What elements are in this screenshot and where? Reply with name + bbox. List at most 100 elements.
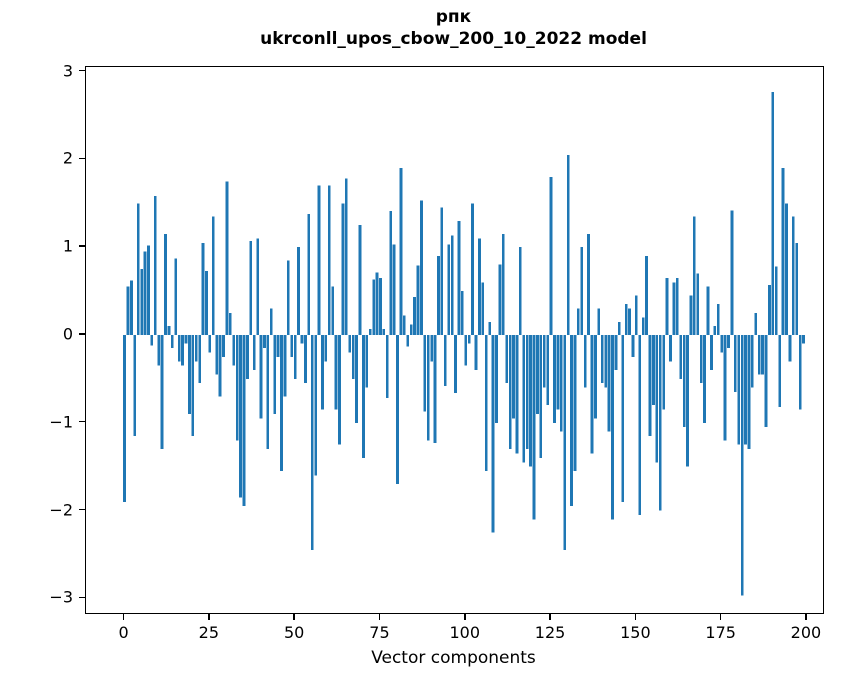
x-tick-mark bbox=[719, 613, 722, 620]
bar bbox=[331, 286, 335, 335]
bar bbox=[430, 334, 433, 362]
bar bbox=[583, 334, 587, 388]
bar bbox=[652, 334, 655, 406]
bar bbox=[355, 334, 358, 423]
bar bbox=[211, 216, 215, 335]
bar bbox=[733, 334, 737, 393]
bar bbox=[607, 334, 611, 432]
bar bbox=[604, 334, 608, 388]
bar bbox=[437, 255, 440, 335]
bar bbox=[266, 334, 270, 450]
x-tick-label: 50 bbox=[283, 623, 305, 642]
bar bbox=[546, 334, 550, 406]
bar bbox=[413, 297, 416, 335]
bar bbox=[761, 334, 764, 375]
bar bbox=[693, 216, 696, 335]
bar bbox=[317, 185, 321, 335]
bar bbox=[710, 334, 713, 371]
bar bbox=[409, 324, 413, 335]
bar bbox=[662, 334, 666, 410]
bar bbox=[570, 334, 573, 507]
bar bbox=[611, 334, 614, 520]
bar bbox=[126, 286, 130, 335]
bar bbox=[300, 334, 304, 344]
bar bbox=[440, 207, 444, 335]
bar bbox=[321, 334, 324, 410]
x-tick-mark bbox=[805, 613, 807, 620]
bar bbox=[501, 233, 505, 335]
y-tick-label: 3 bbox=[62, 61, 73, 81]
bar bbox=[658, 334, 662, 511]
bar bbox=[703, 334, 706, 423]
bar bbox=[399, 168, 403, 335]
bar bbox=[580, 247, 584, 335]
bar bbox=[194, 334, 198, 362]
bar bbox=[754, 313, 758, 335]
x-tick-label: 75 bbox=[369, 623, 390, 642]
bar bbox=[443, 334, 447, 386]
bar bbox=[143, 251, 147, 335]
bar bbox=[160, 334, 164, 450]
bar bbox=[553, 334, 556, 423]
bar bbox=[222, 334, 225, 357]
bar bbox=[382, 328, 386, 335]
bar bbox=[508, 334, 512, 450]
bar bbox=[515, 334, 519, 454]
bar bbox=[198, 334, 201, 384]
bar bbox=[730, 210, 734, 335]
bar bbox=[133, 334, 137, 436]
bar bbox=[484, 334, 488, 472]
bar bbox=[665, 277, 669, 335]
bar bbox=[259, 334, 263, 419]
bar bbox=[631, 334, 635, 357]
bar bbox=[542, 334, 546, 388]
y-tick-mark bbox=[79, 420, 85, 423]
bar bbox=[402, 315, 406, 335]
bar bbox=[123, 334, 126, 502]
y-tick-mark bbox=[79, 596, 85, 599]
bar bbox=[170, 334, 174, 349]
bar bbox=[706, 286, 710, 335]
bar bbox=[188, 334, 191, 414]
bar bbox=[628, 308, 631, 335]
bar bbox=[433, 334, 437, 443]
bar bbox=[716, 304, 720, 335]
bar bbox=[454, 334, 457, 393]
bar bbox=[614, 334, 618, 371]
y-tick-label: 0 bbox=[62, 324, 73, 344]
bar bbox=[744, 334, 747, 445]
bar bbox=[532, 334, 536, 520]
bar bbox=[723, 334, 727, 441]
bar bbox=[549, 176, 553, 335]
bar bbox=[460, 291, 464, 335]
bar bbox=[672, 282, 676, 335]
bar bbox=[375, 272, 379, 335]
bar bbox=[675, 277, 679, 335]
bar bbox=[645, 255, 648, 335]
bar bbox=[481, 282, 485, 335]
bar bbox=[740, 334, 744, 596]
x-tick-label: 100 bbox=[449, 623, 481, 642]
bar bbox=[334, 334, 338, 410]
bar bbox=[389, 211, 393, 335]
bar bbox=[396, 334, 399, 485]
bar bbox=[136, 203, 140, 335]
x-tick-mark bbox=[634, 613, 637, 620]
bar bbox=[689, 295, 693, 335]
bar bbox=[696, 273, 700, 335]
bar bbox=[191, 334, 195, 436]
bar bbox=[338, 334, 341, 445]
bar bbox=[239, 334, 242, 498]
bar bbox=[130, 280, 133, 335]
bar bbox=[263, 334, 266, 349]
bar bbox=[781, 168, 785, 335]
bar bbox=[426, 334, 430, 441]
bar bbox=[304, 334, 307, 384]
bar bbox=[327, 185, 331, 335]
bar bbox=[341, 203, 345, 335]
bar bbox=[147, 245, 150, 335]
bar bbox=[798, 334, 802, 410]
bar bbox=[242, 334, 246, 507]
x-tick-label: 25 bbox=[198, 623, 220, 642]
bar bbox=[597, 308, 601, 335]
